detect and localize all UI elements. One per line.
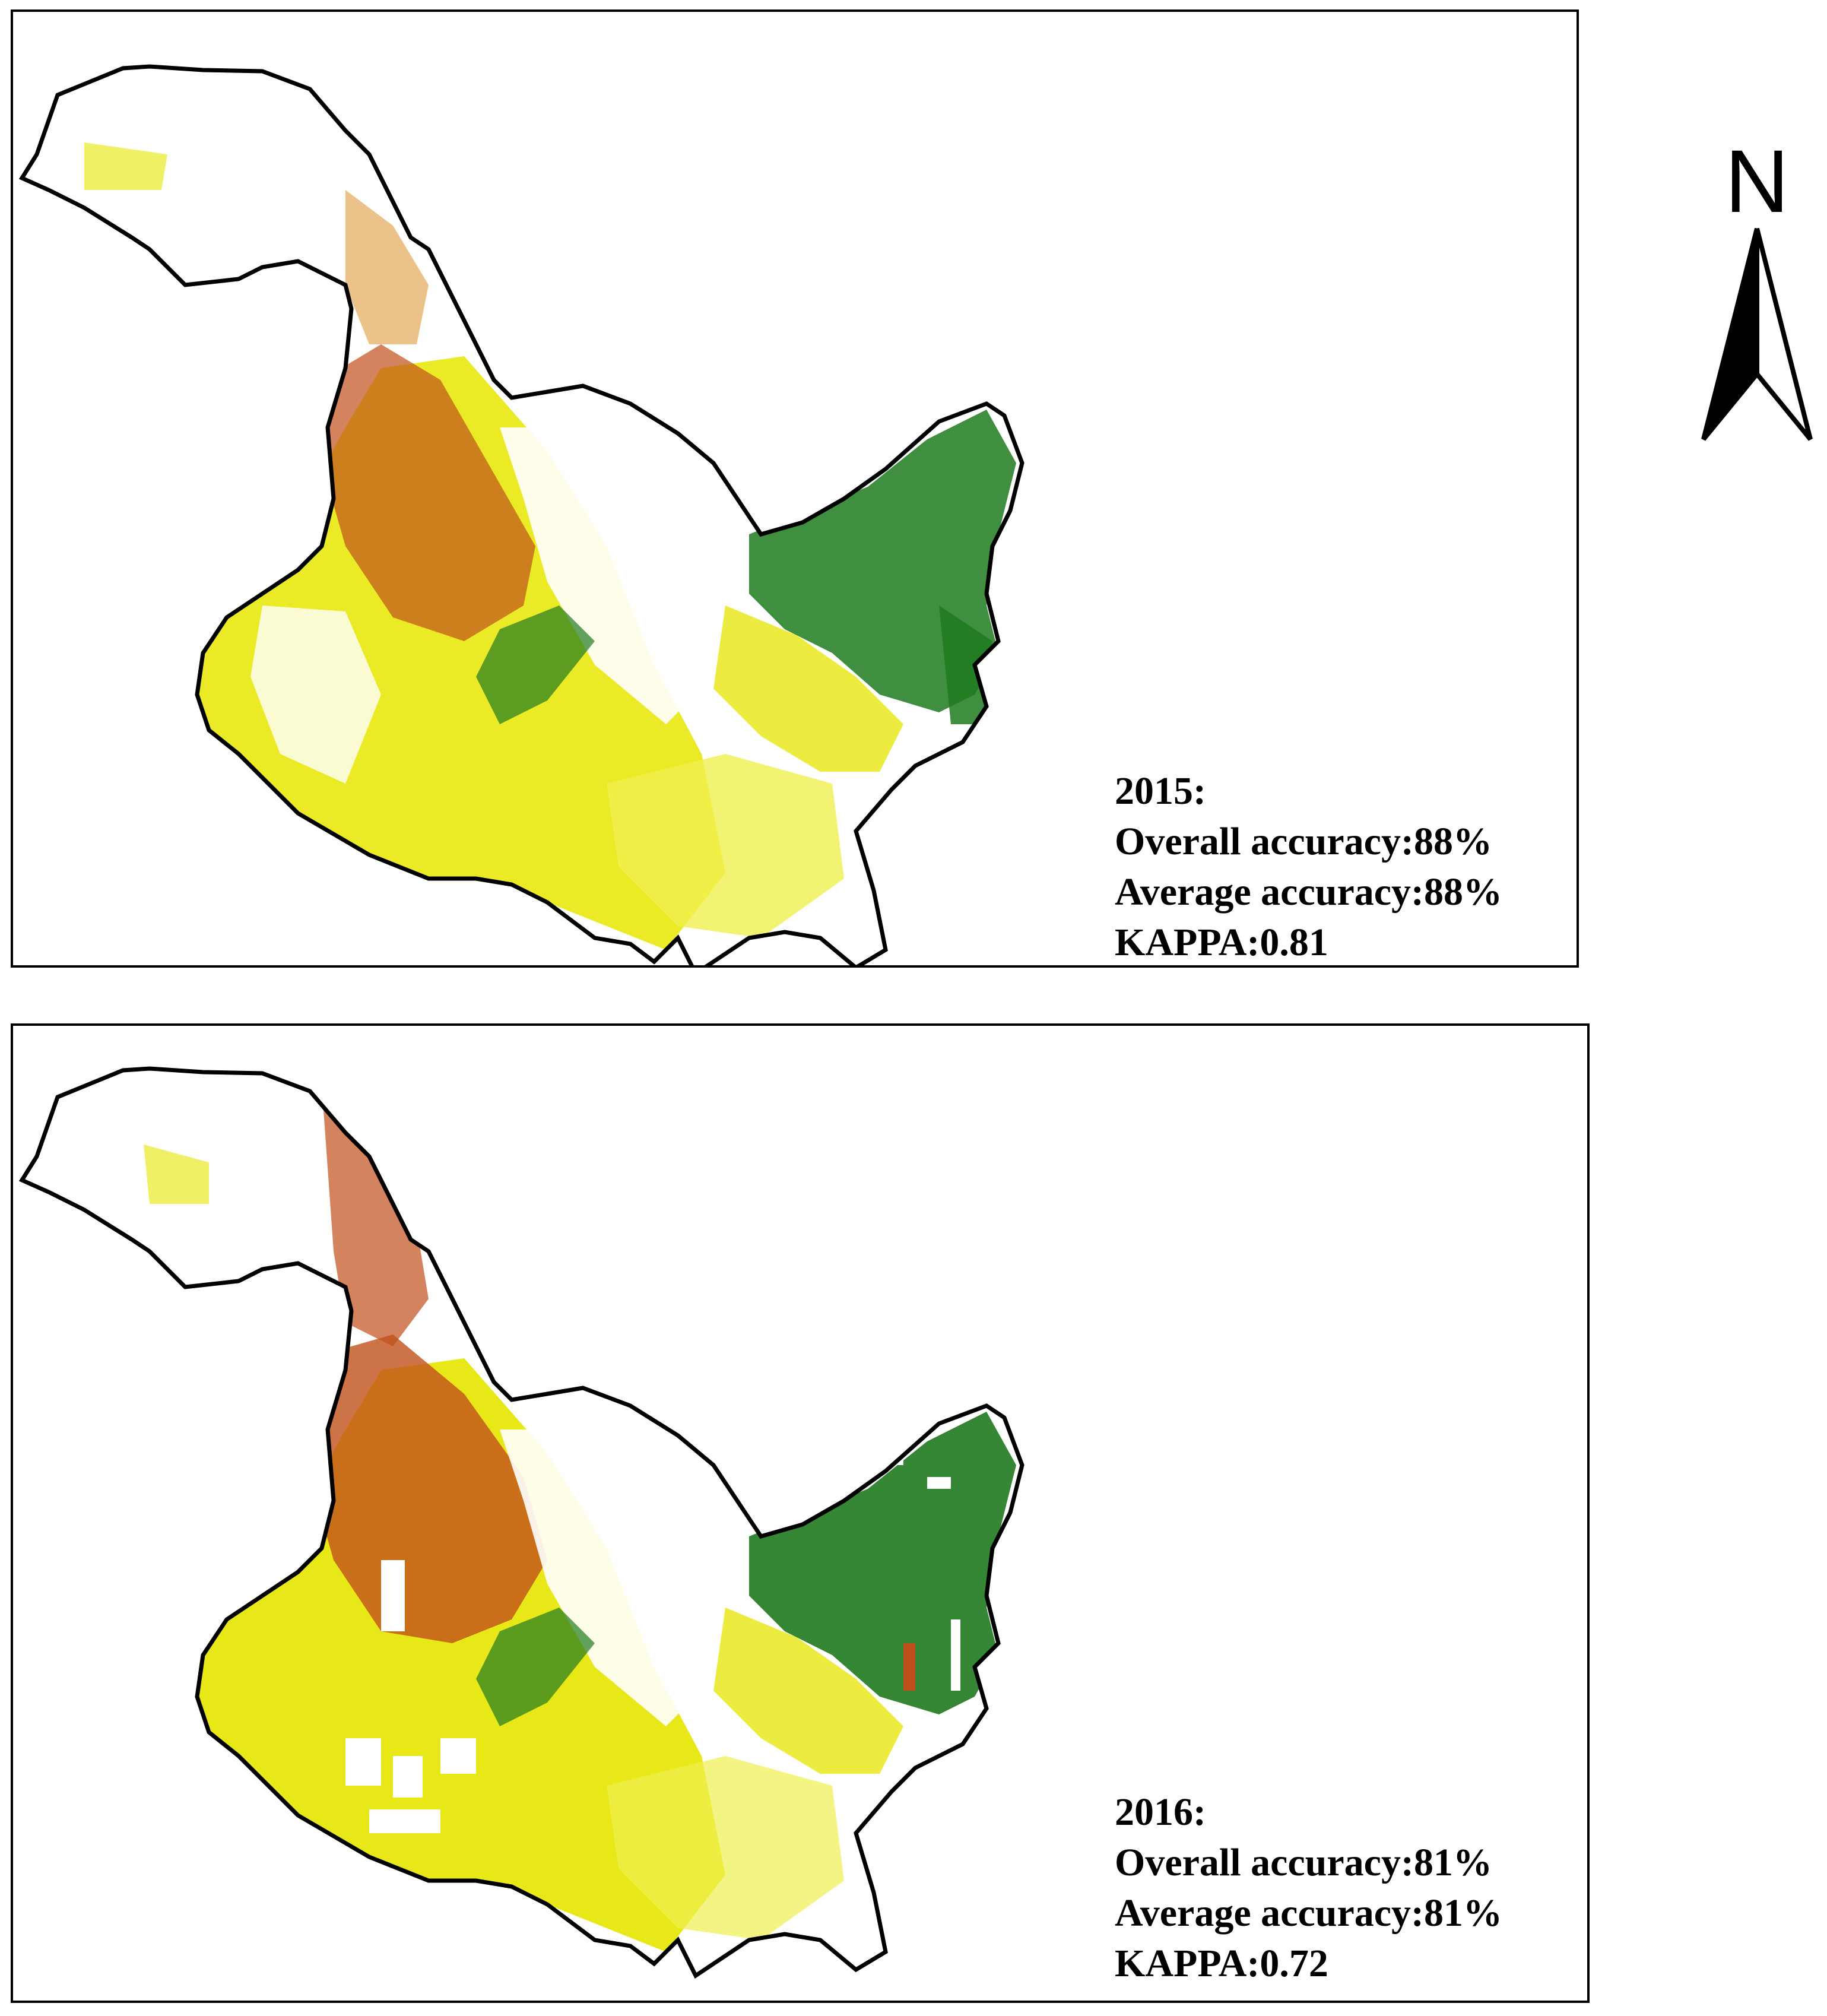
map-panel-2016: 2016: Overall accuracy:81% Average accur… bbox=[11, 1023, 1590, 2003]
average-accuracy: Average accuracy:88% bbox=[1115, 870, 1503, 914]
kappa: KAPPA:0.81 bbox=[1115, 921, 1328, 964]
map-2016 bbox=[13, 1026, 1587, 2001]
overall-accuracy: Overall accuracy:81% bbox=[1115, 1841, 1492, 1884]
map-2015 bbox=[13, 12, 1577, 965]
year-label: 2015: bbox=[1115, 769, 1206, 813]
average-accuracy: Average accuracy:81% bbox=[1115, 1891, 1503, 1935]
north-arrow-icon bbox=[1701, 228, 1813, 441]
kappa: KAPPA:0.72 bbox=[1115, 1942, 1328, 1985]
accuracy-stats-2016: 2016: Overall accuracy:81% Average accur… bbox=[1115, 1787, 1502, 1989]
map-panel-2015: 2015: Overall accuracy:88% Average accur… bbox=[11, 9, 1579, 968]
north-arrow: N bbox=[1692, 137, 1822, 445]
accuracy-stats-2015: 2015: Overall accuracy:88% Average accur… bbox=[1115, 766, 1503, 965]
year-label: 2016: bbox=[1115, 1790, 1206, 1834]
overall-accuracy: Overall accuracy:88% bbox=[1115, 820, 1492, 863]
north-letter: N bbox=[1724, 131, 1790, 231]
